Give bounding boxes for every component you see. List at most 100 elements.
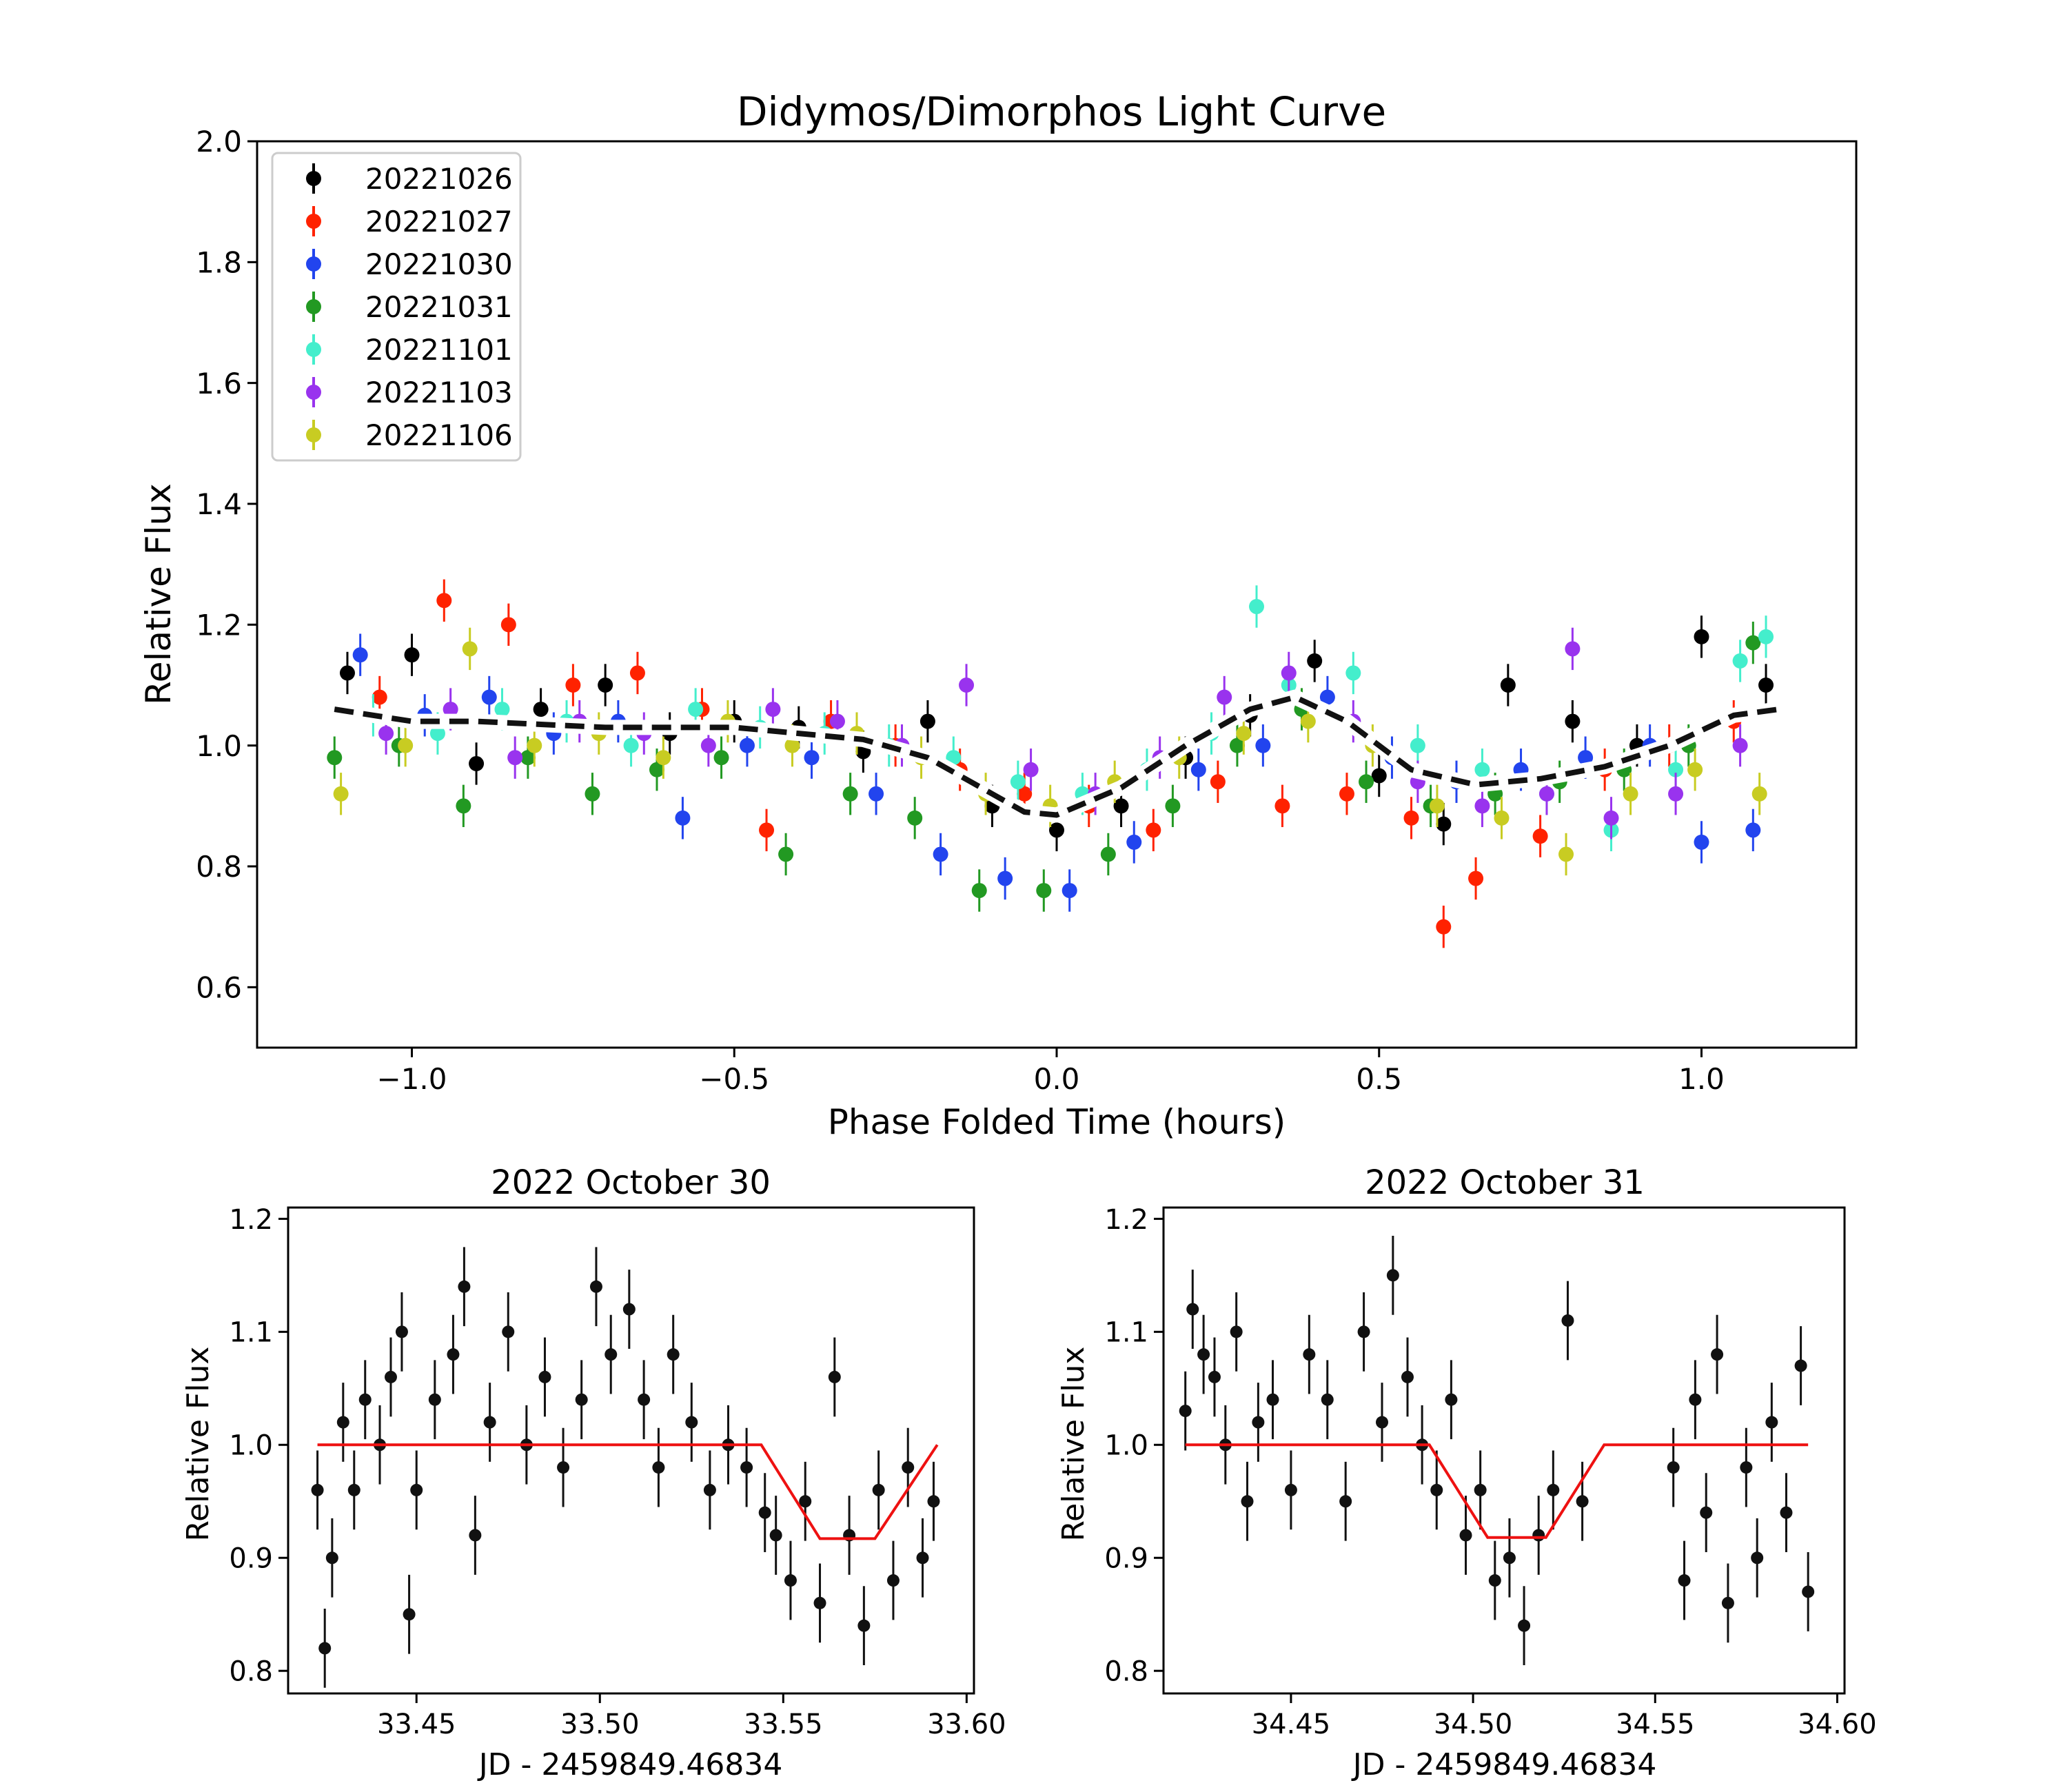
- data-point: [713, 750, 729, 766]
- data-point: [557, 1461, 570, 1474]
- data-point: [565, 678, 581, 693]
- data-point: [1488, 1574, 1501, 1587]
- data-point: [333, 786, 349, 802]
- data-point: [1281, 665, 1297, 681]
- data-point: [1474, 798, 1490, 814]
- data-point: [739, 737, 755, 753]
- oct31-x-axis-label: JD - 2459849.46834: [1351, 1747, 1657, 1782]
- oct30-plot-area: [311, 1247, 940, 1688]
- y-tick-label: 1.2: [229, 1204, 273, 1236]
- data-point: [436, 593, 452, 609]
- data-point: [1229, 737, 1245, 753]
- data-point: [1732, 737, 1748, 753]
- y-tick-label: 1.2: [1104, 1204, 1148, 1236]
- data-point: [1474, 762, 1490, 777]
- oct31-y-axis-label: Relative Flux: [1056, 1347, 1091, 1542]
- data-point: [1623, 786, 1638, 802]
- data-point: [502, 1325, 515, 1338]
- data-point: [1694, 629, 1709, 644]
- data-point: [1179, 1405, 1192, 1418]
- data-point: [902, 1461, 915, 1474]
- data-point: [1758, 678, 1774, 693]
- legend-label: 20221031: [365, 290, 513, 324]
- data-point: [1236, 726, 1252, 742]
- data-point: [398, 737, 414, 753]
- data-point: [1255, 737, 1271, 753]
- x-tick-label: 34.45: [1252, 1709, 1331, 1740]
- data-point: [527, 737, 542, 753]
- data-point: [1745, 822, 1761, 838]
- data-point: [1561, 1314, 1574, 1327]
- data-point: [1474, 1483, 1487, 1496]
- data-point: [1217, 689, 1232, 705]
- oct31-x-axis: 34.45 34.50 34.55 34.60: [1252, 1693, 1877, 1740]
- data-point: [1721, 1596, 1734, 1609]
- data-point: [443, 702, 458, 717]
- data-point: [629, 665, 645, 681]
- data-point: [1274, 798, 1290, 814]
- data-point: [404, 647, 420, 663]
- transit-model-line: [317, 1443, 939, 1540]
- data-point: [336, 1416, 349, 1429]
- data-point: [1049, 822, 1064, 838]
- data-point: [1126, 834, 1142, 850]
- data-point: [784, 737, 800, 753]
- x-tick-label: −1.0: [377, 1062, 447, 1096]
- data-point: [1307, 653, 1323, 669]
- y-tick-label: 1.1: [1104, 1317, 1148, 1349]
- data-point: [1010, 774, 1026, 790]
- data-point: [1745, 635, 1761, 651]
- data-point: [462, 641, 478, 657]
- data-point: [1429, 798, 1445, 814]
- data-point: [1751, 786, 1767, 802]
- data-point: [1678, 1574, 1691, 1587]
- data-point: [1765, 1416, 1778, 1429]
- y-tick-label: 1.0: [229, 1430, 273, 1462]
- data-point: [1023, 762, 1039, 777]
- data-point: [1687, 762, 1703, 777]
- data-point: [1668, 786, 1684, 802]
- data-point: [520, 750, 536, 766]
- x-tick-label: 34.60: [1798, 1709, 1877, 1740]
- y-tick-label: 1.8: [196, 245, 242, 279]
- data-point: [759, 822, 775, 838]
- data-point: [538, 1370, 551, 1383]
- data-point: [1386, 1269, 1399, 1282]
- data-point: [311, 1483, 324, 1496]
- data-point: [1576, 1495, 1589, 1508]
- data-point: [1241, 1495, 1254, 1508]
- data-point: [1017, 786, 1033, 802]
- data-point: [403, 1608, 416, 1621]
- data-point: [1780, 1506, 1793, 1519]
- data-point: [1100, 846, 1116, 862]
- data-point: [1694, 834, 1709, 850]
- x-tick-label: 1.0: [1678, 1062, 1725, 1096]
- legend-label: 20221027: [365, 205, 513, 238]
- data-point: [598, 678, 613, 693]
- data-point: [589, 1280, 602, 1293]
- data-point: [857, 1619, 871, 1632]
- data-point: [1113, 798, 1129, 814]
- oct30-x-axis: 33.45 33.50 33.55 33.60: [377, 1693, 1006, 1740]
- oct31-plot-area: [1179, 1235, 1815, 1666]
- main-plot-area: [327, 579, 1787, 948]
- data-point: [1802, 1585, 1815, 1598]
- data-point: [1603, 810, 1619, 826]
- data-point: [1210, 774, 1226, 790]
- data-point: [907, 810, 923, 826]
- legend-marker: [306, 427, 321, 442]
- data-point: [384, 1370, 397, 1383]
- data-point: [1249, 599, 1264, 615]
- legend-label: 20221026: [365, 162, 513, 196]
- data-point: [1061, 883, 1077, 899]
- data-point: [700, 737, 716, 753]
- y-tick-label: 1.2: [196, 608, 242, 642]
- data-point: [916, 1551, 929, 1565]
- data-point: [1532, 1529, 1545, 1542]
- data-point: [1208, 1370, 1221, 1383]
- x-tick-label: 33.45: [377, 1709, 456, 1740]
- data-point: [933, 846, 948, 862]
- data-point: [1689, 1393, 1702, 1406]
- data-point: [585, 786, 600, 802]
- y-tick-label: 1.0: [196, 729, 242, 763]
